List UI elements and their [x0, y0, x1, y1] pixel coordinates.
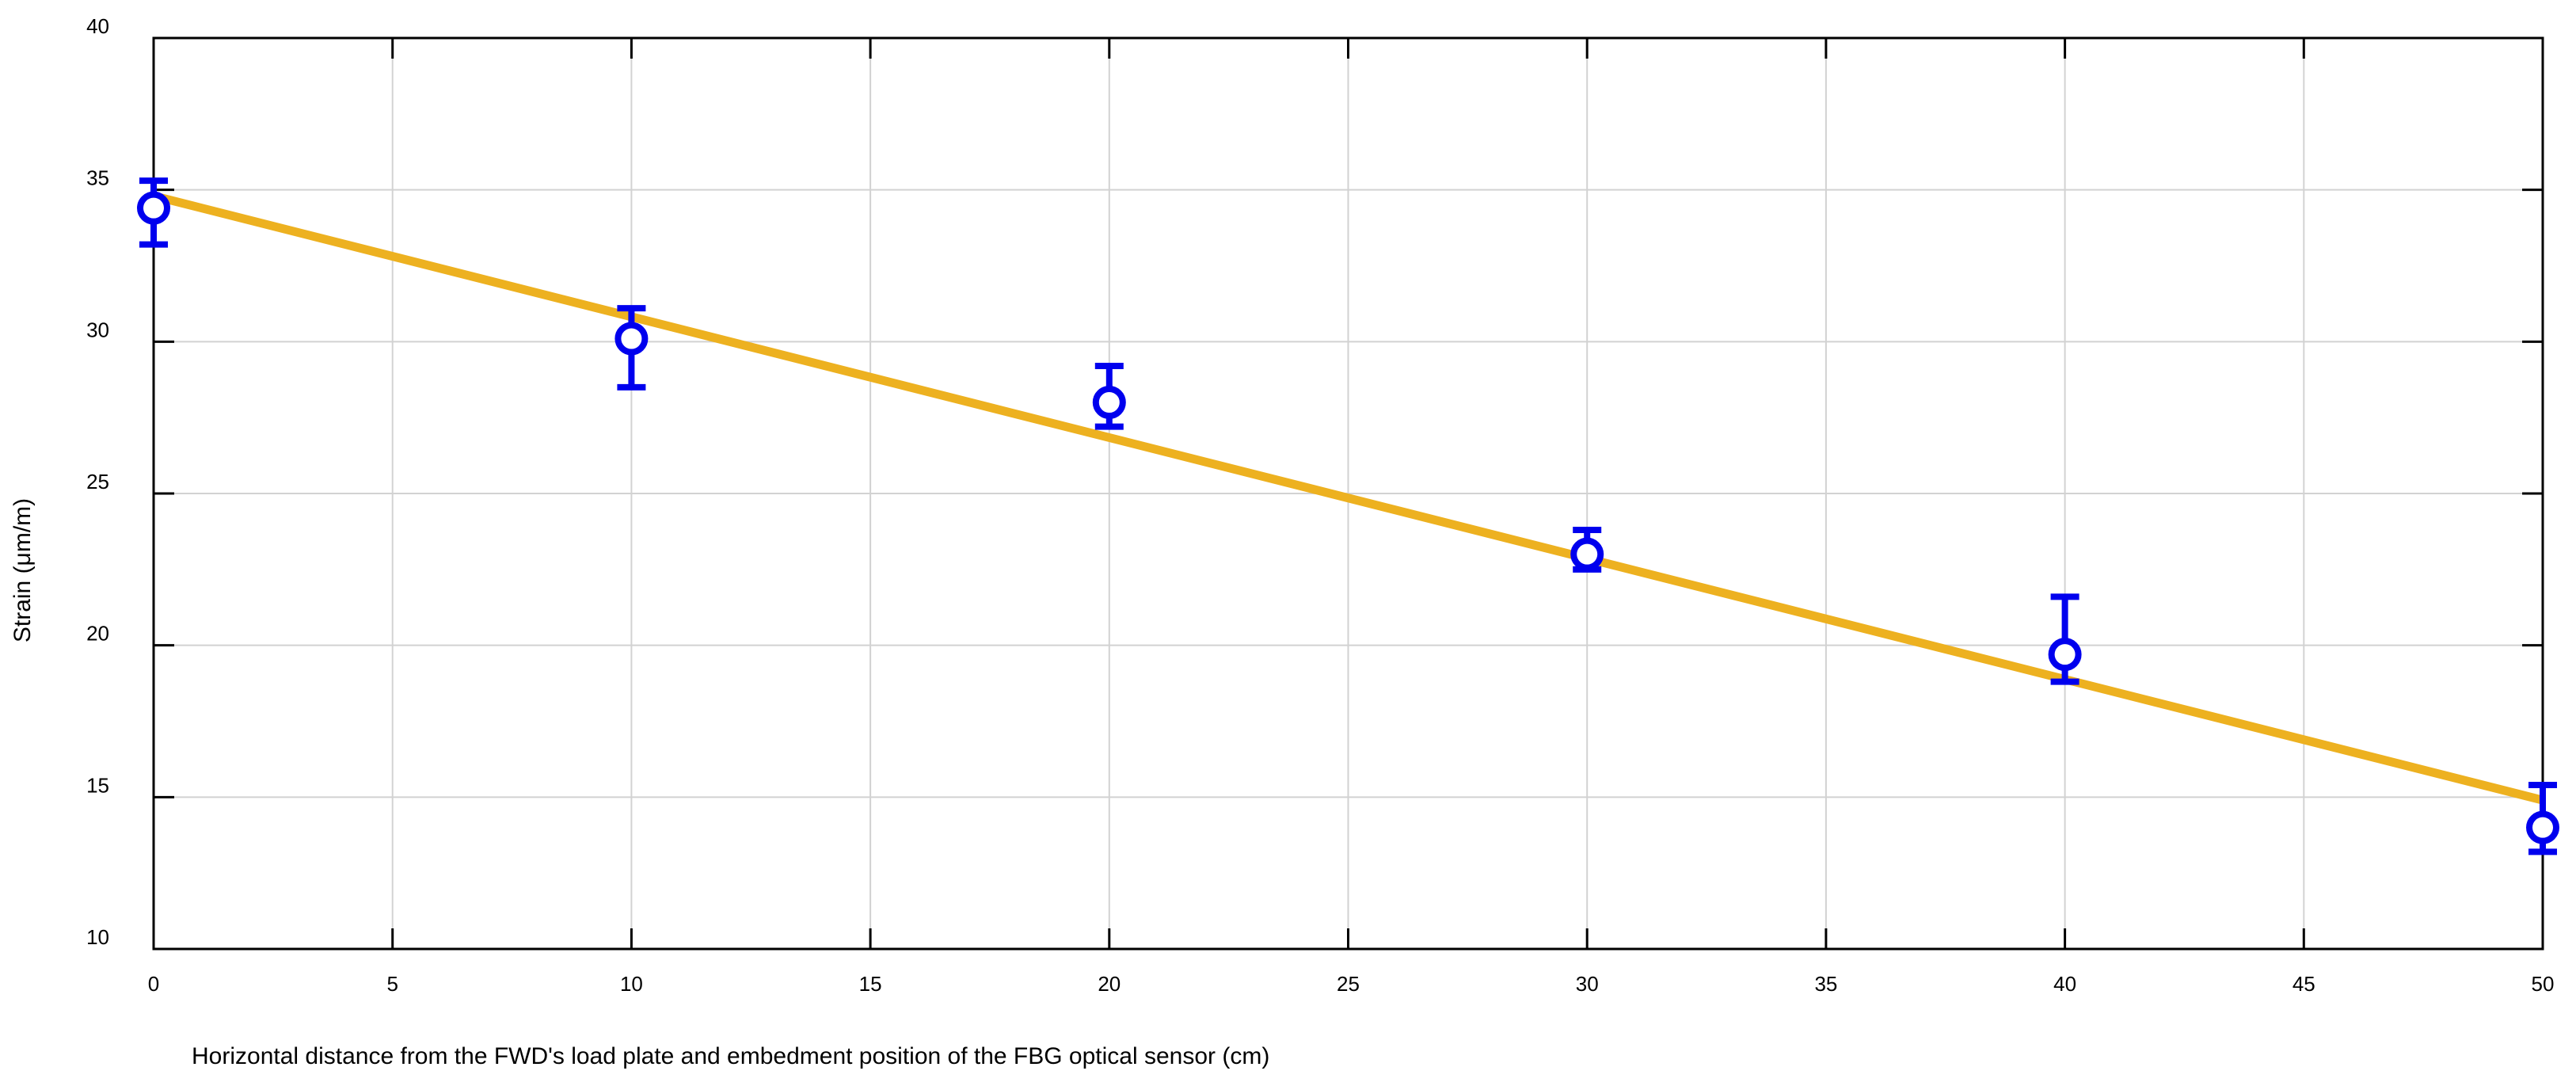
y-tick-label: 10: [86, 925, 109, 949]
point-marker: [2526, 810, 2559, 844]
x-tick-label: 35: [1814, 972, 1837, 996]
x-tick-label: 20: [1098, 972, 1121, 996]
x-tick-label: 40: [2053, 972, 2076, 996]
data-point: [615, 305, 649, 391]
fit-line-group: [152, 192, 2544, 805]
y-tick-label: 35: [86, 166, 109, 190]
point-marker: [615, 322, 649, 356]
x-tick-label: 5: [386, 972, 398, 996]
point-marker: [2048, 638, 2082, 672]
data-point: [2048, 593, 2082, 685]
grid-lines: [154, 38, 2543, 949]
x-tick-label: 50: [2532, 972, 2555, 996]
x-tick-label: 0: [148, 972, 159, 996]
x-tick-label: 45: [2293, 972, 2315, 996]
fit-line: [152, 192, 2544, 805]
data-point: [2526, 782, 2559, 855]
point-marker: [1092, 386, 1126, 419]
tick-labels: 0 5 10 15 20 25 30 35 40 45 50 10 15 20 25 30 35 40: [86, 14, 2554, 996]
axis-ticks: [152, 36, 2544, 951]
y-tick-label: 20: [86, 622, 109, 646]
x-tick-label: 15: [859, 972, 882, 996]
y-tick-label: 25: [86, 470, 109, 493]
x-tick-label: 10: [620, 972, 643, 996]
y-axis-label: Strain (μm/m): [10, 498, 36, 642]
data-points: [137, 177, 2559, 855]
data-point: [137, 177, 170, 248]
data-point: [1092, 363, 1126, 430]
data-point: [1570, 527, 1604, 573]
point-marker: [137, 191, 170, 225]
x-tick-label: 25: [1337, 972, 1360, 996]
x-tick-label: 30: [1576, 972, 1599, 996]
point-marker: [1570, 537, 1604, 571]
y-tick-label: 40: [86, 14, 109, 38]
y-tick-label: 30: [86, 318, 109, 341]
y-tick-label: 15: [86, 773, 109, 797]
x-axis-label: Horizontal distance from the FWD's load …: [192, 1043, 1269, 1069]
